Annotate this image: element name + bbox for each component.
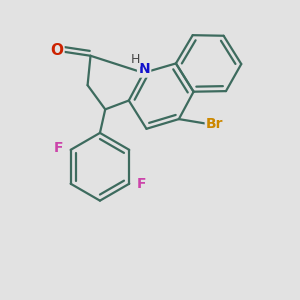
Text: H: H bbox=[130, 53, 140, 66]
Text: F: F bbox=[54, 141, 64, 155]
Text: O: O bbox=[50, 43, 63, 58]
Text: Br: Br bbox=[206, 117, 224, 131]
Text: N: N bbox=[138, 62, 150, 76]
Text: F: F bbox=[136, 177, 146, 191]
